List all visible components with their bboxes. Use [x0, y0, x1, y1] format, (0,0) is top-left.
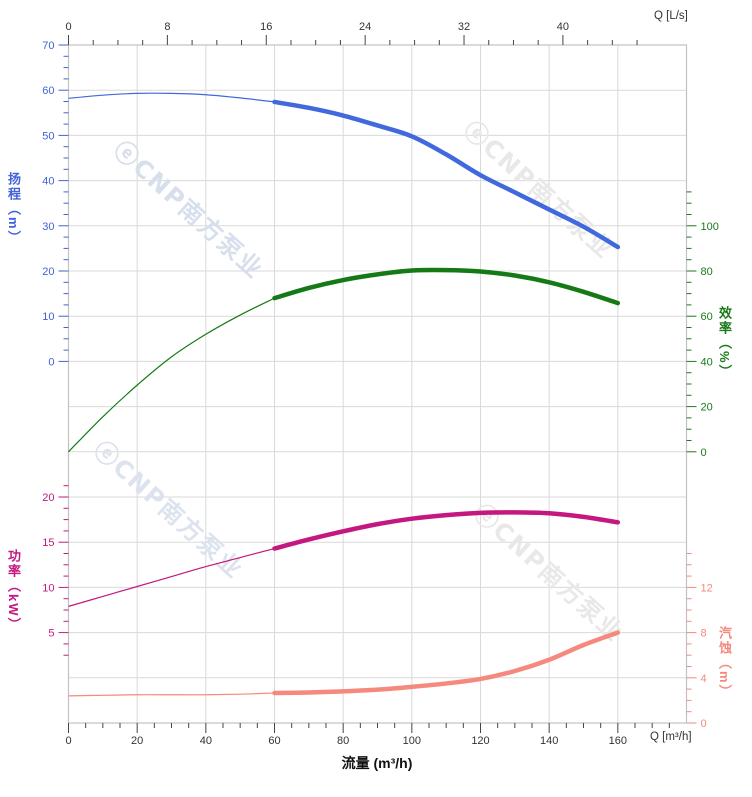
- npsh-curve: [272, 630, 621, 696]
- svg-text:40: 40: [42, 176, 54, 188]
- svg-text:60: 60: [42, 85, 54, 97]
- svg-text:50: 50: [42, 130, 54, 142]
- svg-text:0: 0: [65, 735, 71, 747]
- npsh-curve-thin: [68, 692, 275, 697]
- svg-text:70: 70: [42, 40, 54, 52]
- svg-text:60: 60: [701, 311, 713, 323]
- svg-text:20: 20: [701, 402, 713, 414]
- svg-text:8: 8: [701, 628, 707, 640]
- watermark: ⓔCNP南方泵业: [458, 116, 619, 265]
- svg-text:40: 40: [200, 735, 212, 747]
- svg-text:16: 16: [260, 21, 272, 33]
- svg-text:100: 100: [701, 221, 719, 233]
- svg-text:15: 15: [42, 537, 54, 549]
- svg-text:12: 12: [701, 582, 713, 594]
- flow-axis-title: 流量 (m³/h): [341, 755, 413, 771]
- efficiency-curve-thin: [68, 297, 275, 453]
- svg-text:60: 60: [268, 735, 280, 747]
- top-flow-unit-label: Q [L/s]: [654, 10, 688, 22]
- power-curve: [272, 510, 621, 551]
- svg-text:100: 100: [403, 735, 421, 747]
- svg-text:0: 0: [48, 356, 54, 368]
- head-axis-title: 扬程（m）: [6, 172, 21, 246]
- svg-text:40: 40: [557, 21, 569, 33]
- svg-text:20: 20: [131, 735, 143, 747]
- svg-text:140: 140: [540, 735, 558, 747]
- svg-text:30: 30: [42, 221, 54, 233]
- svg-text:8: 8: [164, 21, 170, 33]
- svg-text:10: 10: [42, 582, 54, 594]
- svg-text:24: 24: [359, 21, 371, 33]
- svg-text:4: 4: [701, 673, 707, 685]
- svg-text:80: 80: [701, 266, 713, 278]
- power-curve-thin: [68, 547, 275, 607]
- npsh-axis-title: 汽蚀（m）: [717, 626, 732, 700]
- svg-text:32: 32: [458, 21, 470, 33]
- watermark: ⓔCNP南方泵业: [108, 136, 269, 285]
- svg-text:20: 20: [42, 266, 54, 278]
- power-axis-title: 功率（kW）: [6, 549, 21, 633]
- head-curve: [272, 99, 621, 250]
- svg-text:80: 80: [337, 735, 349, 747]
- svg-text:40: 40: [701, 356, 713, 368]
- svg-text:20: 20: [42, 492, 54, 504]
- efficiency-curve: [272, 267, 621, 306]
- head-curve-thin: [68, 92, 275, 103]
- svg-text:5: 5: [48, 628, 54, 640]
- svg-text:0: 0: [701, 718, 707, 730]
- bottom-flow-unit-label: Q [m³/h]: [650, 731, 692, 743]
- svg-text:0: 0: [65, 21, 71, 33]
- svg-text:0: 0: [701, 447, 707, 459]
- svg-text:160: 160: [609, 735, 627, 747]
- svg-text:120: 120: [471, 735, 489, 747]
- svg-text:10: 10: [42, 311, 54, 323]
- efficiency-axis-title: 效率（%）: [717, 306, 732, 380]
